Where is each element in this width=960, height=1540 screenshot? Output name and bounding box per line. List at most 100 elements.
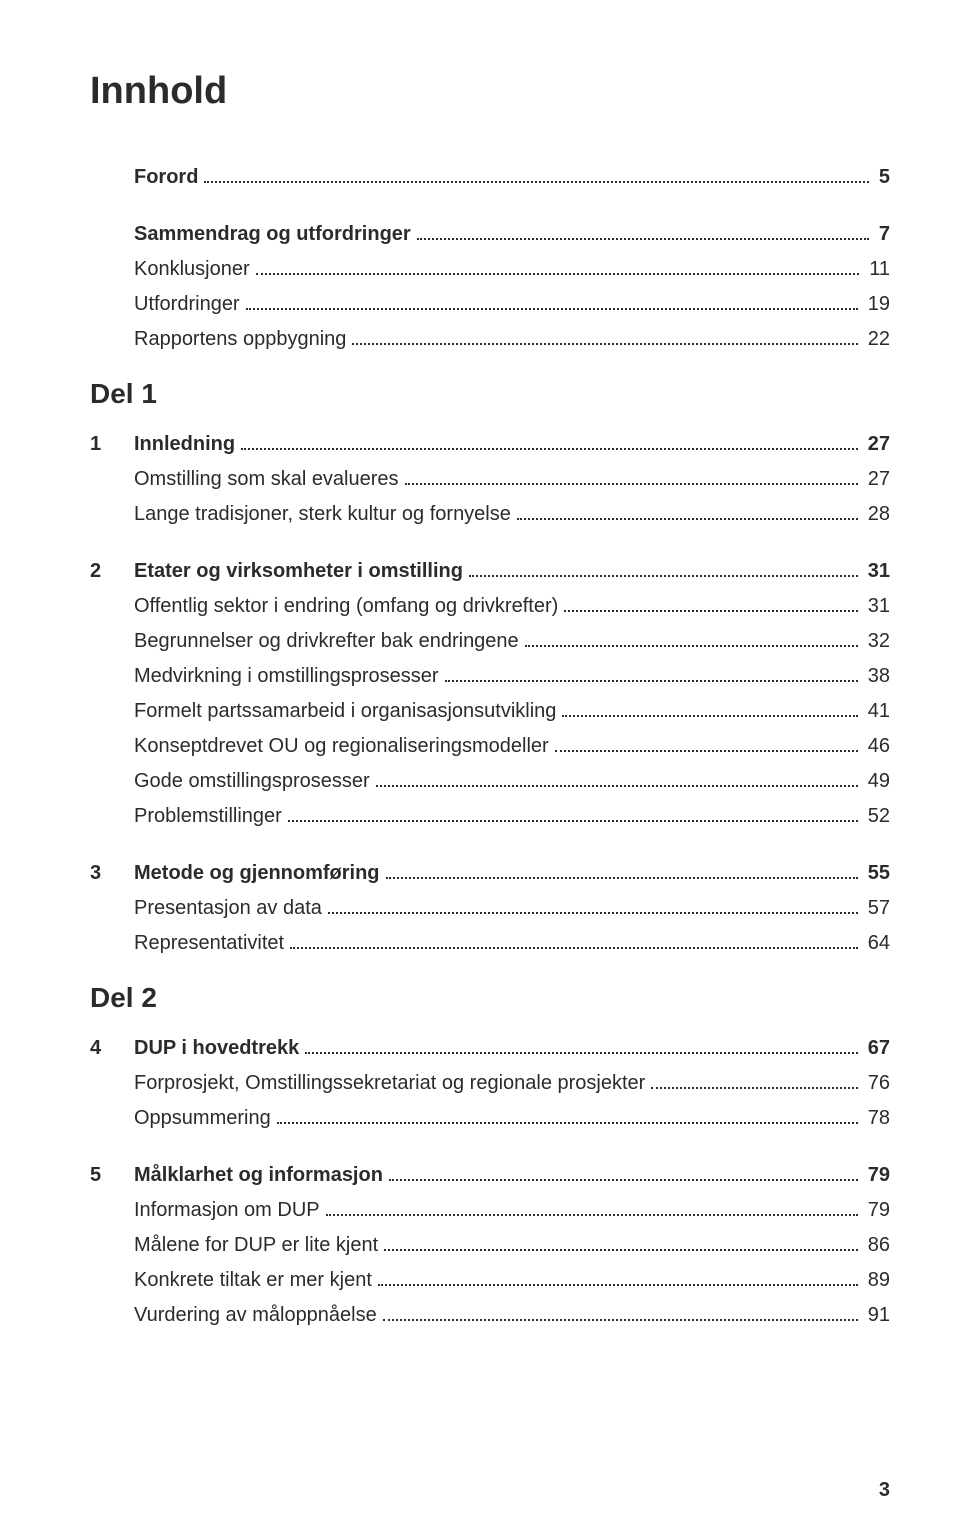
toc-entry-label: Problemstillinger [134, 800, 282, 833]
toc-entry: Sammendrag og utfordringer 7 [90, 218, 890, 251]
toc-entry: Informasjon om DUP 79 [90, 1194, 890, 1227]
toc-entry: Presentasjon av data 57 [90, 892, 890, 925]
dot-leader [525, 645, 858, 647]
toc-entry-number: 3 [90, 857, 134, 890]
toc-entry-label: Informasjon om DUP [134, 1194, 320, 1227]
toc-entry: 1Innledning 27 [90, 428, 890, 461]
toc-entry-page: 19 [864, 288, 890, 321]
dot-leader [555, 750, 858, 752]
toc-entry-page: 27 [864, 428, 890, 461]
toc-entry-number: 4 [90, 1032, 134, 1065]
dot-leader [256, 273, 860, 275]
toc-entry-page: 22 [864, 323, 890, 356]
dot-leader [405, 483, 858, 485]
toc-entry-page: 31 [864, 555, 890, 588]
toc-entry-label: Sammendrag og utfordringer [134, 218, 411, 251]
toc-entry-page: 86 [864, 1229, 890, 1262]
dot-leader [517, 518, 858, 520]
toc-entry-page: 7 [875, 218, 890, 251]
toc-entry-label: Konseptdrevet OU og regionaliseringsmode… [134, 730, 549, 763]
toc-entry-label: Innledning [134, 428, 235, 461]
toc-entry-label: Representativitet [134, 927, 284, 960]
dot-leader [383, 1319, 858, 1321]
toc-entry-label: Omstilling som skal evalueres [134, 463, 399, 496]
dot-leader [651, 1087, 857, 1089]
section-gap [90, 835, 890, 857]
toc-entry-page: 31 [864, 590, 890, 623]
toc-entry-label: Medvirkning i omstillingsprosesser [134, 660, 439, 693]
toc-entry-page: 79 [864, 1194, 890, 1227]
toc-entry: Begrunnelser og drivkrefter bak endringe… [90, 625, 890, 658]
toc-entry: 4DUP i hovedtrekk 67 [90, 1032, 890, 1065]
toc-entry-page: 52 [864, 800, 890, 833]
toc-entry-page: 46 [864, 730, 890, 763]
section-gap [90, 196, 890, 218]
toc-entry-page: 91 [864, 1299, 890, 1332]
dot-leader [246, 308, 858, 310]
toc-entry-page: 41 [864, 695, 890, 728]
part-heading: Del 2 [90, 982, 890, 1014]
dot-leader [386, 877, 858, 879]
toc-entry: Konklusjoner 11 [90, 253, 890, 286]
toc-entry-page: 38 [864, 660, 890, 693]
toc-entry-label: Offentlig sektor i endring (omfang og dr… [134, 590, 558, 623]
toc-entry-page: 27 [864, 463, 890, 496]
toc-entry: Forord5 [90, 161, 890, 194]
toc-entry-page: 78 [864, 1102, 890, 1135]
toc-entry-label: DUP i hovedtrekk [134, 1032, 299, 1065]
toc-entry-label: Konklusjoner [134, 253, 250, 286]
toc-entry-page: 67 [864, 1032, 890, 1065]
dot-leader [417, 238, 869, 240]
toc-entry: Representativitet 64 [90, 927, 890, 960]
dot-leader [326, 1214, 858, 1216]
dot-leader [376, 785, 858, 787]
dot-leader [384, 1249, 858, 1251]
toc-entry: 2Etater og virksomheter i omstilling 31 [90, 555, 890, 588]
toc-entry: Vurdering av måloppnåelse 91 [90, 1299, 890, 1332]
toc-entry: Oppsummering 78 [90, 1102, 890, 1135]
toc-entry: Problemstillinger 52 [90, 800, 890, 833]
toc-entry-page: 28 [864, 498, 890, 531]
dot-leader [290, 947, 858, 949]
toc-entry-label: Etater og virksomheter i omstilling [134, 555, 463, 588]
toc-entry-label: Begrunnelser og drivkrefter bak endringe… [134, 625, 519, 658]
dot-leader [288, 820, 858, 822]
toc-entry-label: Presentasjon av data [134, 892, 322, 925]
dot-leader [328, 912, 858, 914]
toc-entry: Formelt partssamarbeid i organisasjonsut… [90, 695, 890, 728]
toc-entry: Medvirkning i omstillingsprosesser 38 [90, 660, 890, 693]
toc-entry-label: Vurdering av måloppnåelse [134, 1299, 377, 1332]
toc-entry-number: 2 [90, 555, 134, 588]
toc-entry-page: 55 [864, 857, 890, 890]
toc-entry-label: Gode omstillingsprosesser [134, 765, 370, 798]
toc-entry-label: Formelt partssamarbeid i organisasjonsut… [134, 695, 556, 728]
toc-entry-label: Metode og gjennomføring [134, 857, 380, 890]
toc-entry-page: 49 [864, 765, 890, 798]
toc-entry-page: 57 [864, 892, 890, 925]
toc-entry-page: 89 [864, 1264, 890, 1297]
toc-entry: Forprosjekt, Omstillingssekretariat og r… [90, 1067, 890, 1100]
toc-entry-label: Forord [134, 161, 198, 194]
toc-entry-label: Lange tradisjoner, sterk kultur og forny… [134, 498, 511, 531]
toc-entry-page: 79 [864, 1159, 890, 1192]
toc-entry: Omstilling som skal evalueres 27 [90, 463, 890, 496]
toc-entry-number: 1 [90, 428, 134, 461]
toc-entry-label: Rapportens oppbygning [134, 323, 346, 356]
dot-leader [378, 1284, 858, 1286]
toc-entry-label: Utfordringer [134, 288, 240, 321]
toc-entry: 3Metode og gjennomføring 55 [90, 857, 890, 890]
dot-leader [204, 181, 868, 183]
toc-entry: 5Målklarhet og informasjon79 [90, 1159, 890, 1192]
toc-entry-number: 5 [90, 1159, 134, 1192]
toc-entry-page: 76 [864, 1067, 890, 1100]
dot-leader [445, 680, 858, 682]
toc-entry-label: Målene for DUP er lite kjent [134, 1229, 378, 1262]
toc-entry-label: Konkrete tiltak er mer kjent [134, 1264, 372, 1297]
toc-entry-page: 11 [865, 253, 890, 286]
part-heading: Del 1 [90, 378, 890, 410]
toc-entry-label: Oppsummering [134, 1102, 271, 1135]
dot-leader [389, 1179, 858, 1181]
toc-entry: Utfordringer 19 [90, 288, 890, 321]
toc-entry: Konkrete tiltak er mer kjent 89 [90, 1264, 890, 1297]
toc-entry: Offentlig sektor i endring (omfang og dr… [90, 590, 890, 623]
